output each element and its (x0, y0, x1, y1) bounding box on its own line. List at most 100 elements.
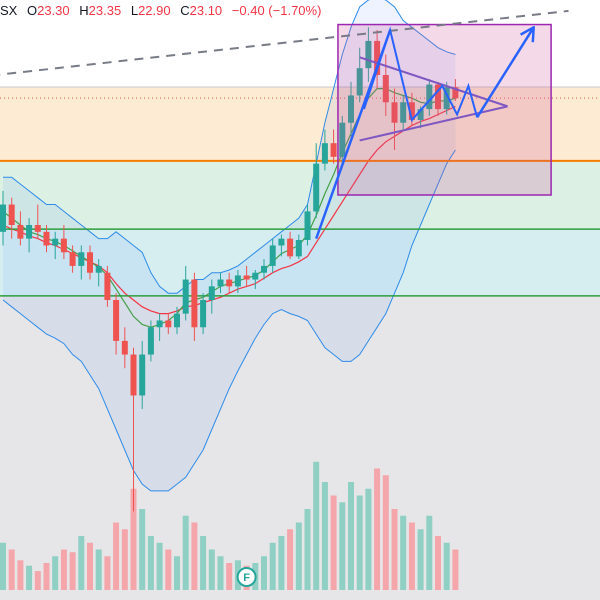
volume-bar (113, 522, 120, 590)
triangle-lower-line (359, 105, 508, 142)
candle-body (78, 252, 85, 266)
volume-bar (87, 542, 93, 590)
zone-orange (0, 87, 600, 161)
candle-body (174, 313, 180, 328)
bollinger-lower-line (2, 149, 456, 492)
high-value: 23.35 (88, 3, 122, 18)
volume-bar (365, 488, 372, 590)
candle-body (8, 204, 15, 225)
open-value: 23.30 (37, 3, 70, 18)
volume-bar (0, 542, 6, 590)
change-value: −0.40 (−1.70%) (231, 3, 322, 18)
volume-bar (374, 468, 381, 590)
volume-bar (295, 522, 302, 590)
volume-bar (330, 495, 337, 590)
candle-body (52, 238, 59, 246)
volume-bar (435, 536, 441, 590)
volume-bar (78, 536, 85, 590)
arrowhead-icon (519, 26, 535, 43)
volume-bar (139, 509, 146, 590)
volume-bar (130, 488, 137, 590)
candle-body (191, 279, 198, 328)
volume-bar (356, 495, 363, 590)
earnings-marker[interactable]: F (236, 567, 257, 587)
volume-bar (34, 571, 41, 590)
candle-body (60, 238, 67, 253)
candle-body (26, 225, 33, 239)
candle-body (339, 122, 346, 157)
candle-body (269, 245, 276, 266)
volume-bar (278, 536, 285, 590)
volume-bar (104, 556, 111, 590)
ohlc-header: SX O23.30 H23.35 L22.90 C23.10 −0.40 (−1… (0, 3, 321, 18)
high-label: H (79, 3, 89, 18)
candle-body (43, 231, 50, 246)
volume-bar (52, 556, 59, 590)
candle-body (200, 300, 207, 328)
candle-body (165, 320, 172, 328)
volume-bar (60, 549, 67, 590)
candle-body (330, 143, 337, 157)
volume-bar (191, 522, 198, 590)
candle-body (104, 272, 111, 300)
volume-bar (452, 549, 459, 590)
volume-bar (261, 556, 267, 590)
candle-body (17, 225, 24, 239)
volume-bar (382, 475, 389, 590)
candle-body (408, 102, 415, 120)
candle-body (417, 109, 424, 120)
candles (0, 27, 459, 512)
volume-bar (156, 542, 163, 590)
candle-body (208, 286, 215, 300)
candle-body (156, 320, 163, 328)
symbol-fragment: SX (0, 3, 18, 18)
candle-body (382, 75, 389, 103)
candle-body (147, 327, 154, 355)
volume-bar (208, 549, 215, 590)
volume-bar (17, 560, 24, 590)
candle-body (121, 340, 128, 355)
earnings-marker-circle[interactable] (236, 567, 257, 587)
candle-body (295, 240, 302, 257)
volume-bar (147, 536, 154, 590)
candle-body (182, 279, 189, 314)
volume-bar (182, 515, 189, 590)
candle-body (348, 95, 354, 123)
candle-body (374, 40, 381, 75)
close-value: 23.10 (189, 3, 223, 18)
volume-bar (304, 509, 311, 590)
volume-bar (69, 552, 76, 590)
candle-body (0, 204, 6, 232)
volume-bar (400, 515, 407, 590)
candle-body (321, 143, 328, 164)
volume-bar (200, 536, 207, 590)
candle-body (87, 252, 93, 273)
candle-body (113, 300, 120, 341)
candle-body (435, 84, 441, 110)
candle-body (426, 84, 433, 110)
candle-body (261, 265, 267, 273)
candle-body (217, 279, 224, 287)
volume-bar (417, 529, 424, 590)
volume-bar (339, 502, 346, 590)
low-value: 22.90 (138, 3, 171, 18)
volume-bar (26, 565, 33, 590)
breakout-arrow-line (315, 29, 392, 240)
highlight-box (337, 23, 552, 196)
volume-bar (391, 509, 398, 590)
breakout-arrow-line (476, 26, 535, 118)
candle-body (130, 354, 137, 396)
volume-bar (348, 482, 354, 590)
horizontal-levels (0, 97, 600, 297)
candle-body (243, 275, 250, 280)
earnings-marker-label: F (243, 572, 250, 584)
candle-body (287, 238, 294, 257)
volume-bar (269, 542, 276, 590)
candle-body (391, 102, 398, 123)
volume-bars (0, 461, 459, 590)
volume-bar (226, 563, 233, 590)
candle-body (304, 211, 311, 240)
volume-bar (408, 522, 415, 590)
triangle-upper-line (359, 56, 508, 108)
